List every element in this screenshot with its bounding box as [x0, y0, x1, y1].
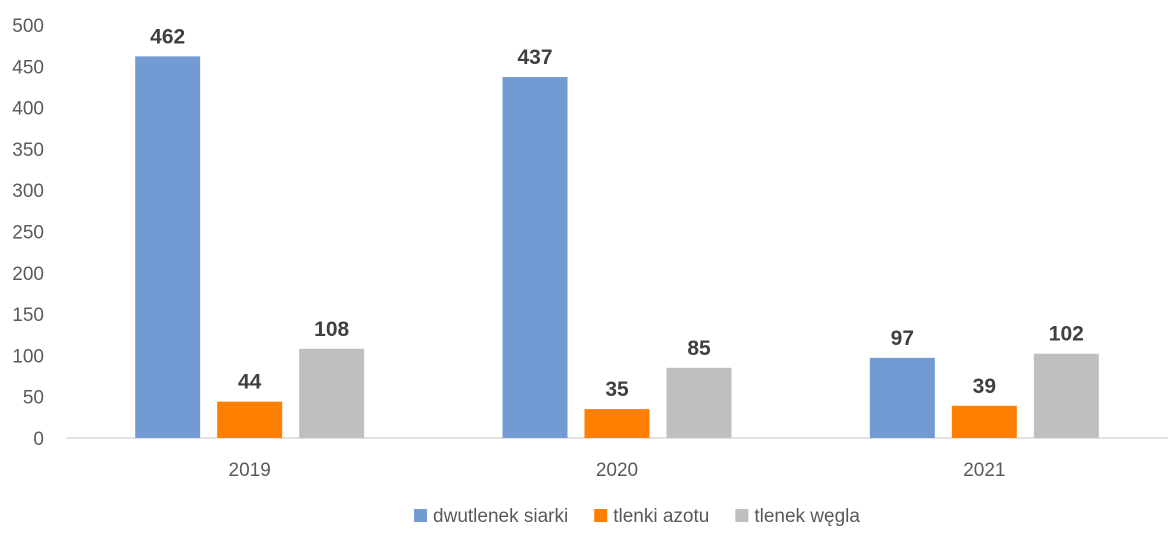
legend-label: tlenek węgla — [754, 506, 860, 527]
data-label: 35 — [605, 378, 629, 401]
data-label: 85 — [687, 337, 711, 360]
y-tick-label: 450 — [12, 57, 44, 78]
data-label: 462 — [150, 25, 185, 48]
bar — [217, 401, 283, 438]
data-label: 108 — [314, 318, 349, 341]
x-tick-label: 2021 — [963, 460, 1005, 481]
y-tick-label: 50 — [23, 388, 44, 409]
legend: dwutlenek siarki tlenki azotu tlenek węgla — [414, 506, 860, 527]
y-tick-label: 350 — [12, 140, 44, 161]
bar — [666, 367, 732, 438]
bar — [951, 405, 1017, 438]
data-label: 437 — [517, 46, 552, 69]
bar — [135, 56, 201, 438]
y-tick-label: 100 — [12, 346, 44, 367]
bar — [299, 348, 365, 438]
x-axis: 2019 2020 2021 — [66, 437, 1168, 481]
y-tick-label: 500 — [12, 16, 44, 37]
y-tick-label: 200 — [12, 264, 44, 285]
y-tick-label: 300 — [12, 181, 44, 202]
bar-series-group — [135, 56, 1099, 439]
y-tick-label: 150 — [12, 305, 44, 326]
bar — [584, 409, 650, 438]
legend-swatch — [414, 509, 428, 522]
bar — [1033, 353, 1099, 438]
bar — [502, 77, 568, 439]
legend-label: tlenki azotu — [613, 506, 709, 527]
data-label: 102 — [1049, 323, 1084, 346]
y-axis: 0 50 100 150 200 250 300 350 400 450 500 — [12, 16, 44, 450]
bar — [869, 357, 935, 438]
legend-swatch — [735, 509, 749, 522]
y-tick-label: 250 — [12, 223, 44, 244]
x-tick-label: 2019 — [229, 460, 271, 481]
y-tick-label: 400 — [12, 99, 44, 120]
data-label: 39 — [973, 375, 996, 398]
y-tick-label: 0 — [33, 429, 44, 450]
data-label: 44 — [238, 371, 262, 394]
data-labels-group: 462 44 108 437 35 85 97 39 102 — [150, 25, 1084, 401]
legend-label: dwutlenek siarki — [433, 506, 568, 527]
data-label: 97 — [891, 327, 914, 350]
legend-swatch — [594, 509, 608, 522]
x-tick-label: 2020 — [596, 460, 638, 481]
